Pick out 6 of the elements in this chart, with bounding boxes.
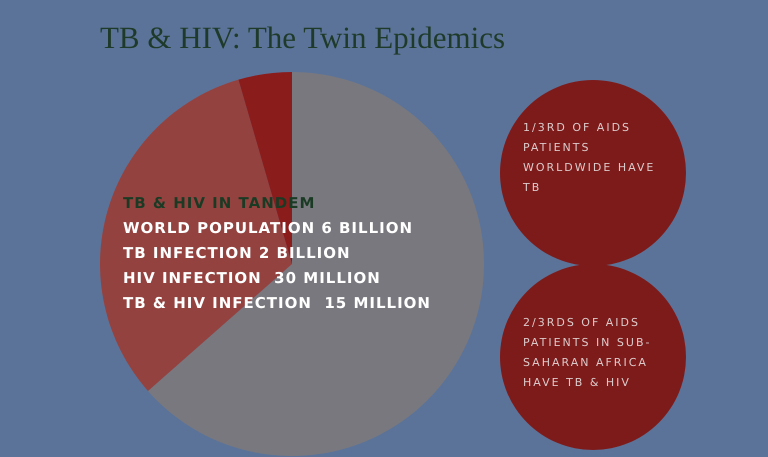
text: HIV INFECTION 30 MILLION bbox=[123, 268, 382, 289]
text: WORLD POPULATION 6 BILLION bbox=[123, 218, 414, 239]
chart-title: TB & HIV: The Twin Epidemics bbox=[100, 20, 506, 56]
text: 1/3RD OF AIDS PATIENTS WORLDWIDE HAVE TB bbox=[523, 120, 656, 196]
text: 2/3RDS OF AIDS PATIENTS IN SUB-SAHARAN AFRICA HAVE TB & HIV bbox=[523, 315, 652, 391]
text: TB & HIV INFECTION 15 MILLION bbox=[123, 293, 431, 314]
